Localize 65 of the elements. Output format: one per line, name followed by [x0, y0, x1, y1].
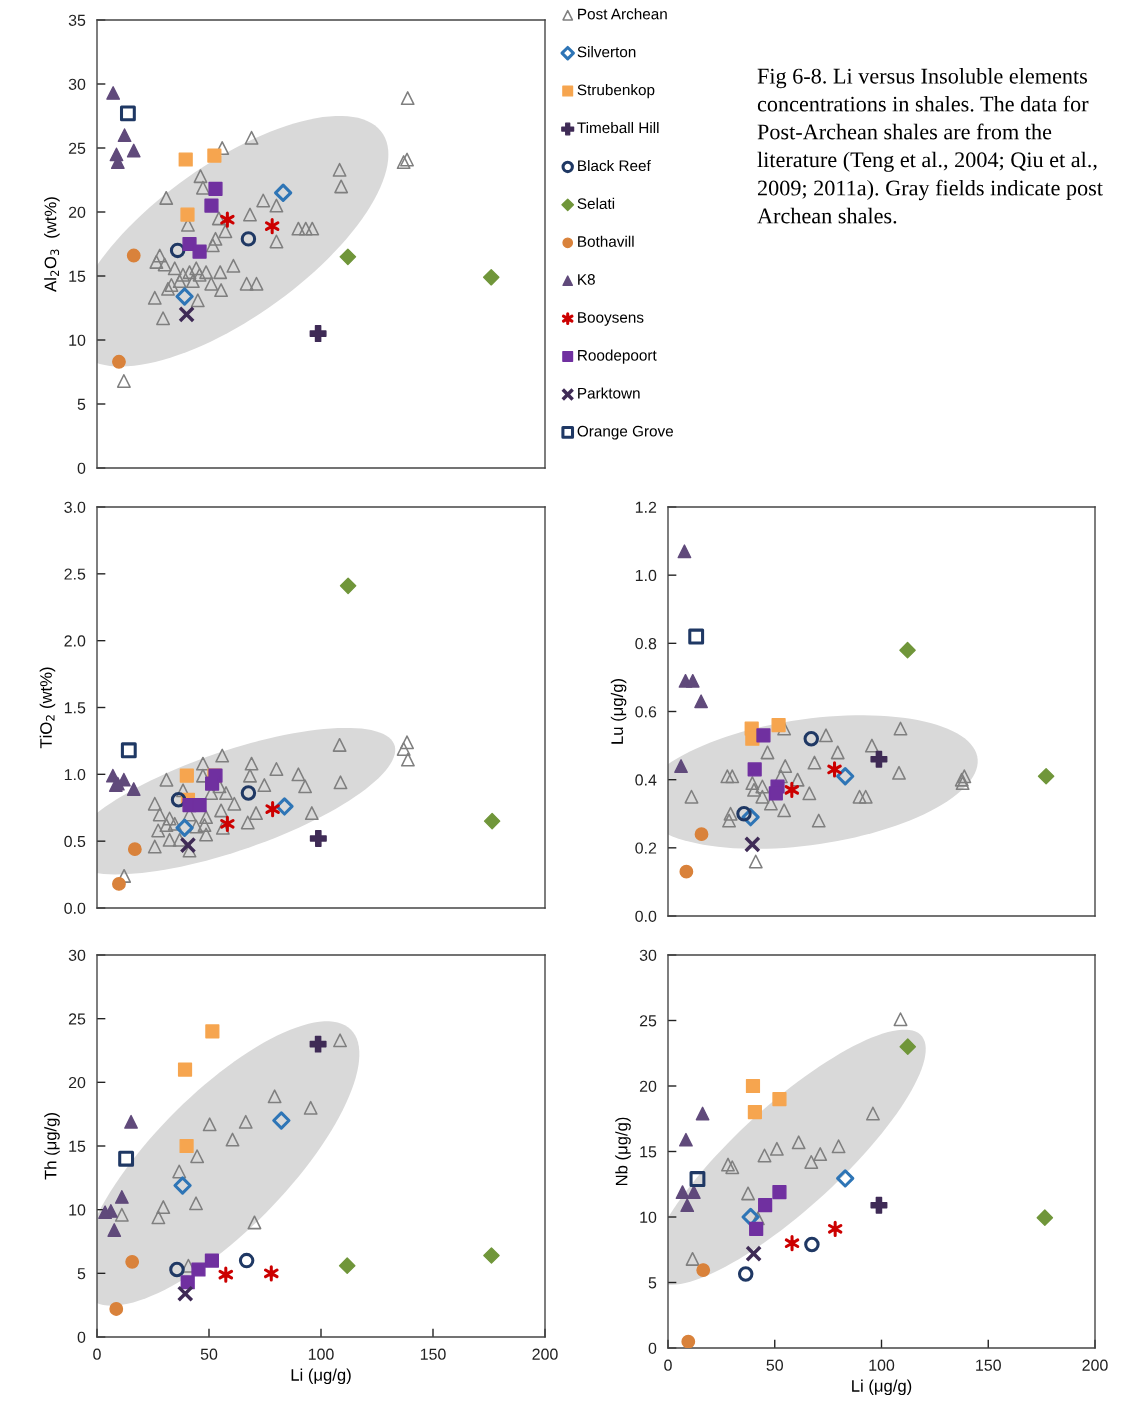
y-tick-label: 0.8 — [635, 637, 657, 650]
y-tick-label: 0 — [77, 1331, 86, 1343]
y-tick-label: 15 — [69, 270, 86, 282]
y-tick-label: 10 — [69, 334, 86, 346]
y-tick-label: 15 — [640, 1146, 657, 1158]
y-tick-label: 0.0 — [64, 902, 86, 914]
y-tick-label: 25 — [68, 142, 86, 154]
y-tick-label: 2.5 — [64, 568, 86, 580]
y-tick-label: 5 — [77, 398, 86, 410]
y-tick-label: 0 — [77, 462, 86, 474]
legend-label: K8 — [578, 274, 595, 285]
y-tick-label: 0.4 — [635, 774, 657, 786]
y-tick-label: 30 — [68, 949, 86, 961]
y-tick-label: 0.6 — [635, 706, 657, 718]
x-tick-label: 200 — [1082, 1359, 1108, 1371]
legend-label: Selati — [577, 197, 615, 210]
x-tick-label: 50 — [200, 1348, 218, 1360]
y-tick-label: 5 — [77, 1268, 86, 1280]
y-tick-label: 1.5 — [64, 702, 86, 714]
y-axis-title: Th (μg/g) — [44, 1113, 60, 1180]
x-tick-label: 100 — [308, 1348, 334, 1360]
x-tick-label: 0 — [93, 1348, 101, 1360]
x-axis-title: Li (μg/g) — [291, 1368, 351, 1385]
y-tick-label: 10 — [69, 1204, 86, 1216]
legend-label: Booysens — [578, 312, 644, 326]
x-tick-label: 150 — [420, 1348, 446, 1360]
y-tick-label: 1.0 — [635, 569, 657, 582]
x-tick-label: 200 — [532, 1348, 558, 1360]
y-axis-title: Nb (μg/g) — [615, 1117, 631, 1186]
legend-label: Bothavill — [578, 235, 634, 247]
y-tick-label: 0.5 — [64, 835, 86, 848]
y-tick-label: 0.0 — [635, 910, 657, 922]
legend-label: Silverton — [577, 46, 636, 58]
x-tick-label: 150 — [976, 1359, 1001, 1371]
legend-label: Parktown — [578, 387, 640, 399]
y-tick-label: 1.0 — [64, 768, 86, 781]
x-tick-label: 100 — [869, 1359, 895, 1371]
y-tick-label: 15 — [69, 1140, 86, 1152]
y-tick-label: 1.2 — [635, 501, 657, 513]
y-tick-label: 20 — [68, 206, 86, 218]
y-axis-title: Al$_{2}$O$_{3}$ (wt%) — [44, 197, 60, 292]
y-tick-label: 2.0 — [64, 635, 86, 647]
legend-label: Timeball Hill — [577, 121, 659, 134]
y-tick-label: 3.0 — [64, 501, 86, 513]
y-tick-label: 25 — [639, 1015, 657, 1027]
legend-label: Post Archean — [578, 8, 667, 20]
legend-label: Orange Grove — [577, 425, 673, 440]
legend-label: Roodepoort — [578, 349, 657, 364]
y-tick-label: 20 — [68, 1076, 86, 1089]
caption: Fig 6-8. Li versus Insoluble elements concentrations in shales. The data for Post-Archean shales are from the literature (Teng et al., 2004; Qiu et al., 2009; 2011a). Gray fields indicate post Archean shales. — [757, 68, 1103, 224]
y-tick-label: 30 — [68, 78, 86, 90]
y-tick-label: 20 — [639, 1080, 657, 1092]
y-axis-title: Lu (μg/g) — [610, 679, 627, 744]
y-tick-label: 35 — [68, 14, 86, 26]
y-tick-label: 5 — [648, 1277, 657, 1289]
y-axis-title: TiO$_{2}$ (wt%) — [39, 667, 56, 749]
y-tick-label: 30 — [639, 949, 657, 961]
legend-label: Black Reef — [578, 159, 651, 172]
x-tick-label: 50 — [766, 1359, 784, 1371]
y-tick-label: 10 — [640, 1211, 657, 1223]
x-axis-title: Li (μg/g) — [852, 1379, 912, 1396]
legend-label: Strubenkop — [577, 84, 655, 99]
x-tick-label: 0 — [664, 1359, 672, 1371]
y-tick-label: 25 — [68, 1013, 86, 1025]
y-tick-label: 0.2 — [635, 842, 657, 854]
